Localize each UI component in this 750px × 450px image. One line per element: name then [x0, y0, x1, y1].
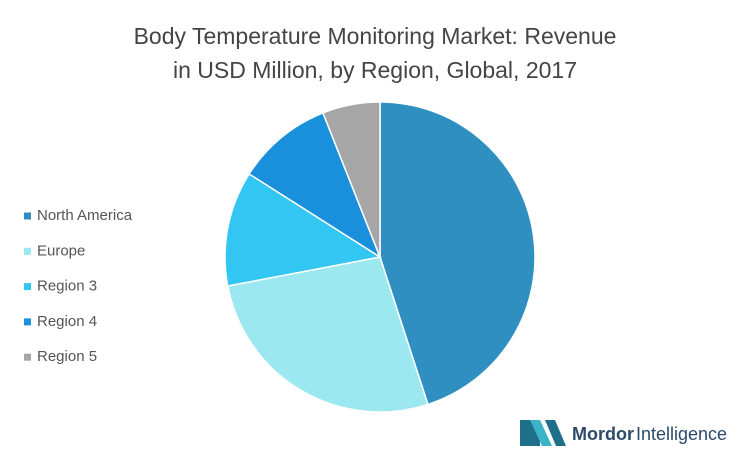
pie-slice — [226, 256, 429, 413]
legend-label: Region 4 — [37, 313, 97, 330]
legend-label: North America — [37, 207, 133, 224]
brand-name: Mordor — [572, 424, 634, 444]
brand-logo: Mordor Intelligence — [520, 420, 727, 446]
legend-label: Europe — [37, 242, 85, 259]
legend-marker — [24, 353, 31, 361]
pie-slice — [248, 111, 382, 259]
chart-title: Body Temperature Monitoring Market: Reve… — [134, 23, 617, 49]
pie-slice — [321, 101, 381, 258]
legend-marker — [24, 283, 31, 291]
chart-title: in USD Million, by Region, Global, 2017 — [173, 57, 577, 83]
brand-suffix: Intelligence — [636, 424, 727, 444]
pie-slice — [224, 172, 383, 287]
legend-label: Region 3 — [37, 278, 97, 295]
legend-marker — [24, 212, 31, 220]
logo-shape — [520, 420, 540, 446]
legend-label: Region 5 — [37, 348, 97, 365]
pie-slice — [379, 101, 536, 406]
logo-shape — [530, 420, 552, 446]
legend-marker — [24, 318, 31, 326]
logo-shape — [545, 420, 566, 446]
legend-marker — [24, 247, 31, 255]
